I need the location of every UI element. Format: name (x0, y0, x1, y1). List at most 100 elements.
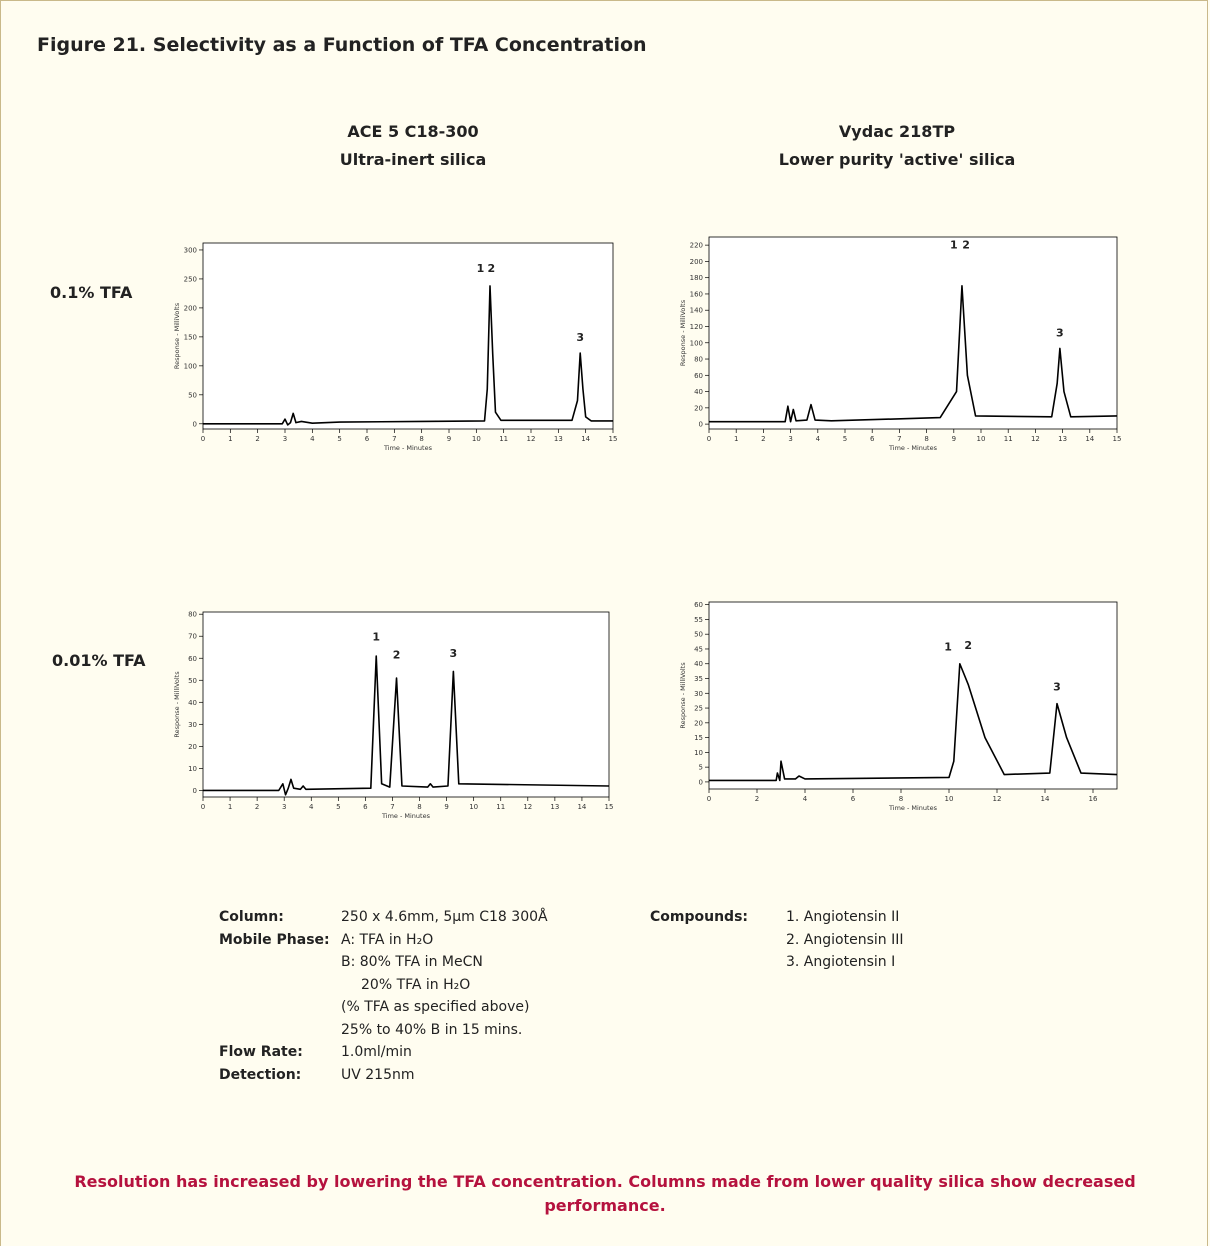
x-tick-label: 6 (851, 795, 856, 803)
x-tick-label: 14 (577, 803, 586, 811)
peak-label: 3 (1056, 326, 1064, 339)
y-tick-label: 40 (694, 660, 703, 668)
peak-label: 1 (944, 641, 952, 654)
y-tick-label: 55 (694, 616, 703, 624)
x-tick-label: 3 (282, 803, 286, 811)
x-tick-label: 8 (419, 435, 423, 443)
x-tick-label: 7 (390, 803, 394, 811)
row-label: 0.1% TFA (50, 283, 133, 302)
x-tick-label: 7 (392, 435, 396, 443)
peak-label: 3 (1053, 680, 1061, 693)
y-tick-label: 20 (694, 404, 703, 412)
peak-label: 1 (477, 262, 485, 275)
y-axis-label: Response - MilliVolts (679, 662, 687, 729)
x-tick-label: 7 (897, 435, 901, 443)
x-tick-label: 14 (1041, 795, 1050, 803)
condition-value: B: 80% TFA in MeCN (341, 954, 483, 970)
y-tick-label: 5 (699, 764, 703, 772)
y-tick-label: 150 (184, 333, 197, 341)
y-tick-label: 15 (694, 734, 703, 742)
y-tick-label: 180 (690, 274, 703, 282)
x-tick-label: 14 (1085, 435, 1094, 443)
x-tick-label: 0 (707, 435, 711, 443)
y-tick-label: 30 (188, 721, 197, 729)
x-tick-label: 9 (952, 435, 956, 443)
x-tick-label: 6 (870, 435, 875, 443)
column-subtitle: Lower purity 'active' silica (778, 150, 1016, 169)
x-tick-label: 3 (283, 435, 287, 443)
y-tick-label: 35 (694, 675, 703, 683)
x-tick-label: 9 (444, 803, 448, 811)
y-tick-label: 60 (694, 601, 703, 609)
x-tick-label: 10 (945, 795, 954, 803)
y-tick-label: 80 (694, 356, 703, 364)
x-tick-label: 16 (1089, 795, 1098, 803)
x-tick-label: 0 (201, 803, 205, 811)
y-tick-label: 300 (184, 246, 197, 254)
plot-frame (708, 236, 1118, 430)
trace (709, 662, 1118, 782)
x-tick-label: 15 (609, 435, 618, 443)
plot-frame (202, 611, 610, 798)
column-name: Vydac 218TP (838, 122, 956, 141)
compound-list: 1. Angiotensin II 2. Angiotensin III 3. An… (786, 906, 986, 974)
x-tick-label: 8 (899, 795, 903, 803)
y-tick-label: 0 (193, 420, 197, 428)
x-tick-label: 13 (554, 435, 563, 443)
condition-label: Mobile Phase: (219, 931, 330, 948)
condition-label: Column: (219, 909, 284, 925)
y-tick-label: 140 (690, 307, 703, 315)
x-tick-label: 15 (605, 803, 614, 811)
peak-label: 3 (576, 331, 584, 344)
x-tick-label: 1 (734, 435, 738, 443)
y-tick-label: 60 (694, 372, 703, 380)
y-tick-label: 0 (699, 778, 703, 786)
x-tick-label: 5 (336, 803, 340, 811)
peak-label: 2 (488, 262, 496, 275)
x-axis-label: Time - Minutes (888, 804, 938, 812)
x-tick-label: 14 (581, 435, 590, 443)
compounds-label: Compounds: (650, 909, 749, 925)
condition-value: 250 x 4.6mm, 5µm C18 300Å (341, 909, 548, 925)
y-tick-label: 25 (694, 705, 703, 713)
y-tick-label: 0 (193, 787, 197, 795)
x-tick-label: 10 (472, 435, 481, 443)
x-tick-label: 6 (363, 803, 368, 811)
x-tick-label: 4 (310, 435, 315, 443)
x-tick-label: 2 (255, 803, 259, 811)
x-tick-label: 1 (228, 435, 232, 443)
x-tick-label: 0 (707, 795, 711, 803)
condition-label: Flow Rate: (219, 1044, 303, 1060)
x-tick-label: 1 (228, 803, 232, 811)
x-tick-label: 8 (924, 435, 928, 443)
y-tick-label: 100 (184, 362, 197, 370)
x-tick-label: 10 (977, 435, 986, 443)
y-tick-label: 0 (699, 421, 703, 429)
y-tick-label: 10 (694, 749, 703, 757)
y-tick-label: 50 (188, 391, 197, 399)
peak-label: 1 (950, 238, 958, 251)
y-tick-label: 160 (690, 290, 703, 298)
figure-title: Figure 21. Selectivity as a Function of … (37, 34, 647, 56)
y-tick-label: 80 (188, 611, 197, 619)
peak-label: 1 (372, 631, 380, 644)
x-tick-label: 2 (255, 435, 259, 443)
x-tick-label: 4 (816, 435, 821, 443)
y-axis-label: Response - MilliVolts (173, 302, 181, 369)
y-tick-label: 70 (188, 633, 197, 641)
peak-label: 3 (450, 647, 458, 660)
compound: 2. Angiotensin III (786, 931, 904, 948)
y-tick-label: 40 (188, 699, 197, 707)
x-tick-label: 8 (417, 803, 421, 811)
x-tick-label: 11 (499, 435, 508, 443)
footer-note: Resolution has increased by lowering the… (74, 1172, 1136, 1215)
x-tick-label: 13 (1058, 435, 1067, 443)
x-tick-label: 9 (447, 435, 451, 443)
x-tick-label: 11 (496, 803, 505, 811)
x-tick-label: 6 (365, 435, 370, 443)
x-tick-label: 3 (788, 435, 792, 443)
x-tick-label: 2 (761, 435, 765, 443)
